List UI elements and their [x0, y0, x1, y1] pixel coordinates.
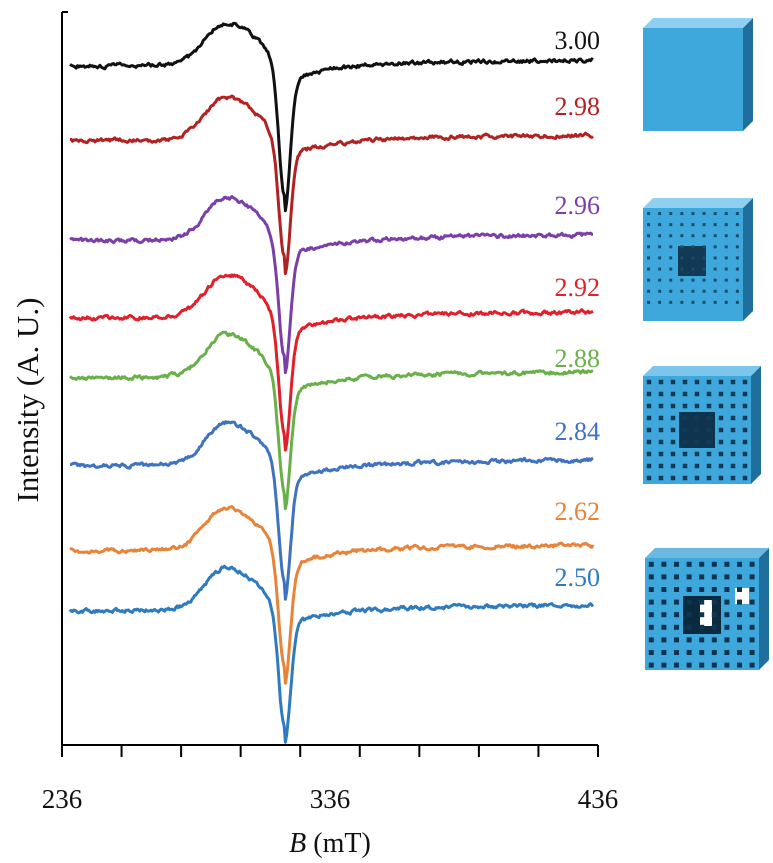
series-line-2-88 — [69, 330, 594, 511]
series-line-2-96 — [69, 195, 594, 375]
series-label: 2.92 — [555, 273, 601, 302]
series-label: 2.62 — [555, 497, 601, 526]
cube-level-2-image — [643, 366, 761, 484]
x-ticks — [61, 745, 599, 757]
series-label: 2.96 — [555, 191, 601, 220]
x-tick-label: 336 — [310, 784, 351, 814]
series-label: 3.00 — [555, 26, 601, 55]
series-label: 2.98 — [555, 92, 601, 121]
series-line-2-98 — [69, 94, 594, 276]
series-line-3-00 — [69, 21, 594, 213]
cube-level-1-image — [643, 198, 753, 321]
x-tick-labels: 236 336 436 — [42, 784, 619, 814]
x-axis-label-symbol: B — [289, 828, 306, 859]
series-label: 2.88 — [555, 344, 601, 373]
cube-level-0-image — [643, 18, 753, 131]
traces — [68, 21, 595, 744]
cube-level-3-image — [645, 548, 769, 670]
axes: 236 336 436 — [42, 11, 619, 814]
menger-cube-insets — [643, 18, 769, 670]
x-tick-label: 236 — [42, 784, 83, 814]
x-tick-label: 436 — [578, 784, 619, 814]
x-axis-label: B (mT) — [289, 828, 371, 859]
series-label: 2.84 — [555, 417, 601, 446]
series-line-2-84 — [69, 420, 594, 601]
series-labels: 3.00 2.98 2.96 2.92 2.88 2.84 2.62 2.50 — [555, 26, 601, 592]
series-line-2-50 — [68, 564, 595, 744]
x-axis-label-unit: (mT) — [306, 828, 371, 859]
y-axis-label: Intensity (A. U.) — [10, 298, 45, 503]
series-line-2-92 — [68, 273, 594, 452]
series-label: 2.50 — [555, 563, 601, 592]
series-line-2-62 — [69, 505, 595, 685]
